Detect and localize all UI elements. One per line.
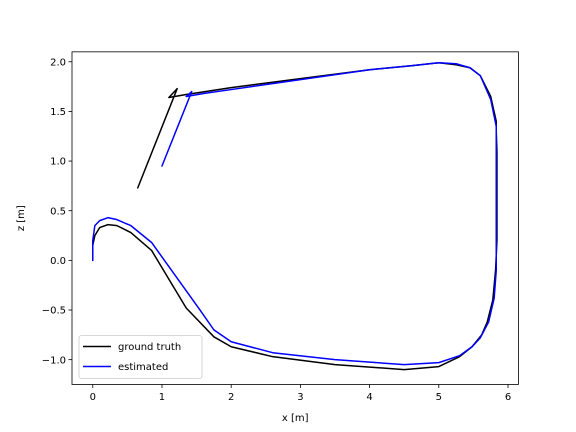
x-axis-label: x [m] bbox=[282, 413, 309, 424]
series-line-estimated bbox=[92, 62, 497, 366]
x-axis-ticks: 0 1 2 3 4 5 6 bbox=[90, 384, 511, 403]
y-tick-label: 1.5 bbox=[50, 107, 66, 118]
y-axis-label: z [m] bbox=[16, 205, 27, 231]
x-tick-label: 0 bbox=[90, 392, 96, 403]
series-layer bbox=[92, 62, 498, 371]
x-tick-label: 1 bbox=[159, 392, 165, 403]
legend: ground truth estimated bbox=[78, 335, 203, 379]
y-tick-label: 0.5 bbox=[50, 206, 66, 217]
x-tick-label: 4 bbox=[366, 392, 372, 403]
plot-frame bbox=[71, 51, 519, 385]
x-tick-label: 2 bbox=[228, 392, 234, 403]
y-tick-label: 0.0 bbox=[50, 256, 66, 267]
y-tick-label: 1.0 bbox=[50, 157, 66, 168]
y-tick-label: −1.0 bbox=[42, 355, 66, 366]
x-tick-label: 3 bbox=[297, 392, 303, 403]
legend-label-ground-truth: ground truth bbox=[118, 342, 181, 353]
y-tick-label: 2.0 bbox=[50, 57, 66, 68]
y-tick-label: −0.5 bbox=[42, 306, 66, 317]
x-tick-label: 5 bbox=[436, 392, 442, 403]
legend-label-estimated: estimated bbox=[118, 362, 168, 373]
y-axis-ticks: −1.0 −0.5 0.0 0.5 1.0 1.5 2.0 bbox=[42, 57, 72, 366]
x-tick-label: 6 bbox=[505, 392, 511, 403]
